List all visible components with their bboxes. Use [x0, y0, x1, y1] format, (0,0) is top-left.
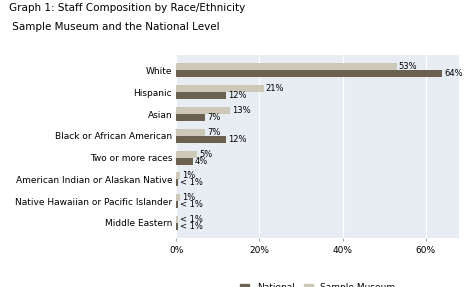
Text: 1%: 1% [182, 171, 196, 180]
Legend: National, Sample Museum: National, Sample Museum [240, 283, 395, 287]
Bar [176, 71, 442, 77]
Text: 12%: 12% [228, 135, 247, 144]
Bar [176, 151, 197, 158]
Bar [176, 136, 226, 143]
Text: 5%: 5% [199, 150, 212, 158]
Text: 64%: 64% [445, 69, 463, 78]
Bar [176, 129, 205, 136]
Bar [176, 158, 193, 164]
Text: 1%: 1% [182, 193, 196, 202]
Text: 7%: 7% [208, 113, 221, 122]
Bar [176, 85, 264, 92]
Text: < 1%: < 1% [180, 215, 203, 224]
Text: 21%: 21% [266, 84, 284, 93]
Bar [176, 179, 178, 186]
Bar [176, 223, 178, 230]
Bar [176, 201, 178, 208]
Text: 53%: 53% [399, 63, 417, 71]
Text: Sample Museum and the National Level: Sample Museum and the National Level [9, 22, 220, 32]
Text: < 1%: < 1% [180, 200, 203, 209]
Bar [176, 107, 230, 114]
Bar [176, 216, 178, 223]
Bar [176, 92, 226, 99]
Text: 4%: 4% [195, 156, 208, 166]
Bar [176, 194, 181, 201]
Text: < 1%: < 1% [180, 222, 203, 231]
Text: 7%: 7% [208, 128, 221, 137]
Text: 13%: 13% [232, 106, 251, 115]
Bar [176, 114, 205, 121]
Bar [176, 63, 397, 71]
Bar [176, 172, 181, 179]
Text: < 1%: < 1% [180, 178, 203, 187]
Text: 12%: 12% [228, 91, 247, 100]
Text: Graph 1: Staff Composition by Race/Ethnicity: Graph 1: Staff Composition by Race/Ethni… [9, 3, 246, 13]
